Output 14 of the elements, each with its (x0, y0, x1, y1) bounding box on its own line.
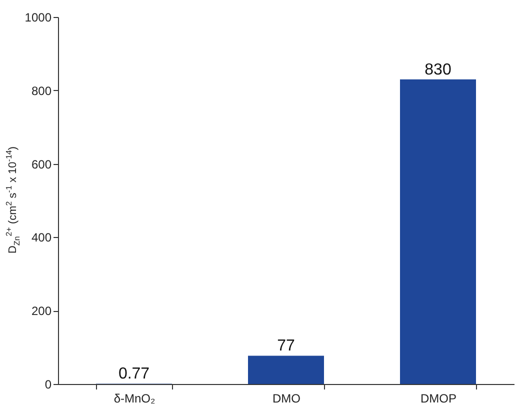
x-tick-label: δ-MnO₂ (114, 392, 156, 406)
x-tick-label: DMO (272, 392, 300, 406)
x-tick-label: DMOP (420, 392, 456, 406)
y-tick-label: 200 (31, 304, 52, 318)
y-tick-label: 600 (31, 157, 52, 172)
data-label: 830 (424, 61, 452, 78)
y-tick-label: 400 (31, 230, 52, 245)
y-tick-label: 0 (44, 378, 52, 392)
data-label: 0.77 (118, 366, 150, 383)
y-tick-label: 800 (31, 84, 52, 98)
y-tick-label: 1000 (24, 10, 52, 24)
data-label: 77 (277, 338, 295, 355)
bar (400, 79, 476, 384)
bar (248, 356, 324, 384)
